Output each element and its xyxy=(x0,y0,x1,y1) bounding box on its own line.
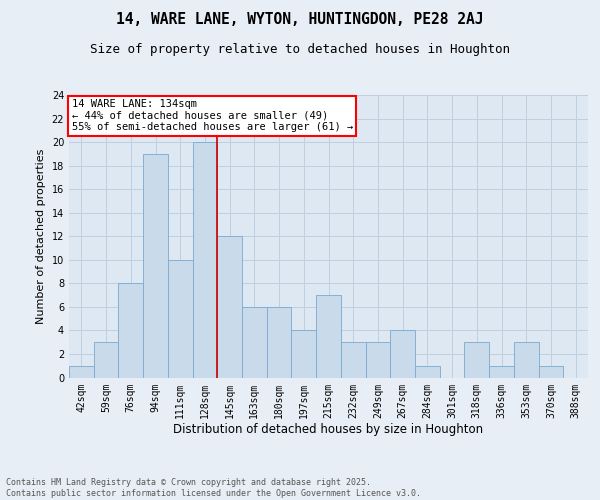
Bar xyxy=(539,366,563,378)
X-axis label: Distribution of detached houses by size in Houghton: Distribution of detached houses by size … xyxy=(173,423,484,436)
Bar xyxy=(415,366,440,378)
Bar xyxy=(193,142,217,378)
Bar xyxy=(514,342,539,378)
Bar xyxy=(316,295,341,378)
Bar xyxy=(118,284,143,378)
Text: 14, WARE LANE, WYTON, HUNTINGDON, PE28 2AJ: 14, WARE LANE, WYTON, HUNTINGDON, PE28 2… xyxy=(116,12,484,28)
Bar xyxy=(489,366,514,378)
Bar xyxy=(365,342,390,378)
Bar xyxy=(217,236,242,378)
Y-axis label: Number of detached properties: Number of detached properties xyxy=(36,148,46,324)
Bar xyxy=(292,330,316,378)
Bar xyxy=(168,260,193,378)
Bar xyxy=(69,366,94,378)
Bar xyxy=(143,154,168,378)
Bar xyxy=(242,307,267,378)
Bar xyxy=(94,342,118,378)
Bar xyxy=(267,307,292,378)
Bar xyxy=(464,342,489,378)
Bar xyxy=(390,330,415,378)
Text: 14 WARE LANE: 134sqm
← 44% of detached houses are smaller (49)
55% of semi-detac: 14 WARE LANE: 134sqm ← 44% of detached h… xyxy=(71,99,353,132)
Text: Size of property relative to detached houses in Houghton: Size of property relative to detached ho… xyxy=(90,42,510,56)
Text: Contains HM Land Registry data © Crown copyright and database right 2025.
Contai: Contains HM Land Registry data © Crown c… xyxy=(6,478,421,498)
Bar xyxy=(341,342,365,378)
